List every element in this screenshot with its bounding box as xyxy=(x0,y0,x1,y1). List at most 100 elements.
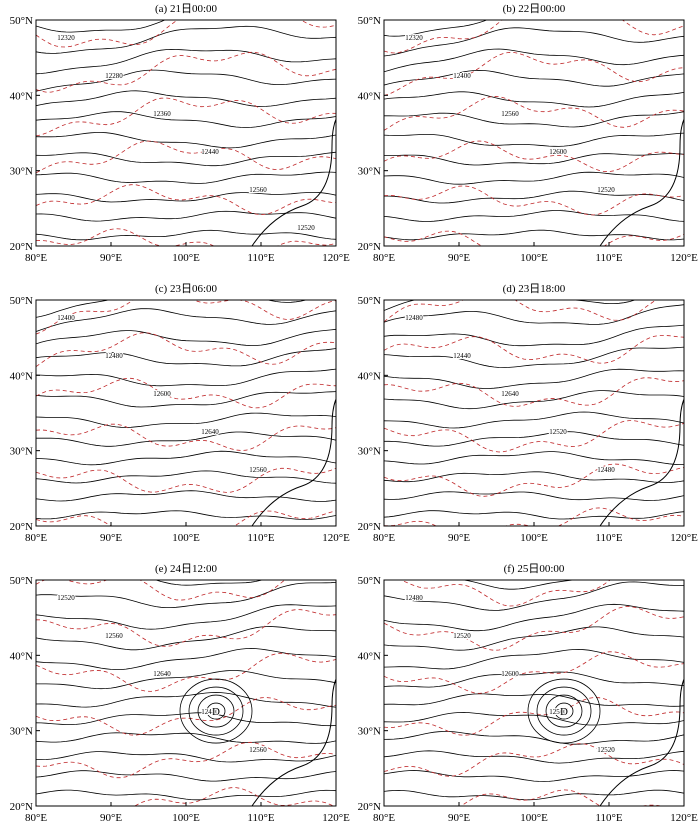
x-tick-label: 80°E xyxy=(25,252,47,264)
height-contour xyxy=(384,153,684,166)
temperature-contour xyxy=(384,507,684,526)
contour-label: 12520 xyxy=(297,224,315,232)
contour-label: 12320 xyxy=(57,34,75,42)
contour-label: 12480 xyxy=(405,314,423,322)
y-tick-label: 50°N xyxy=(10,15,33,27)
x-tick-label: 100°E xyxy=(520,812,548,824)
contour-label: 12400 xyxy=(57,314,75,322)
panel-title: (e) 24日12:00 xyxy=(155,563,218,575)
x-tick-label: 90°E xyxy=(448,812,470,824)
temperature-contour xyxy=(36,300,336,335)
height-contour xyxy=(384,27,684,57)
x-tick-label: 120°E xyxy=(670,252,698,264)
height-contour xyxy=(36,412,336,428)
height-contour xyxy=(384,304,684,325)
height-contour xyxy=(384,510,684,520)
height-contour xyxy=(384,48,684,73)
temperature-contour xyxy=(384,377,684,407)
y-tick-label: 20°N xyxy=(10,801,33,813)
low-contour xyxy=(179,678,253,744)
x-tick-label: 80°E xyxy=(373,532,395,544)
contour-label: 12560 xyxy=(249,186,267,194)
height-contour xyxy=(384,693,684,707)
x-tick-label: 120°E xyxy=(322,252,350,264)
height-contour xyxy=(384,711,684,726)
x-tick-label: 110°E xyxy=(247,532,274,544)
contour-label: 12560 xyxy=(249,746,267,754)
contour-label: 12600 xyxy=(549,148,567,156)
x-tick-label: 90°E xyxy=(100,812,122,824)
height-contour xyxy=(36,626,336,651)
low-center-label: D xyxy=(212,706,220,718)
height-contour xyxy=(36,210,336,222)
height-contour xyxy=(384,648,684,670)
height-contour xyxy=(384,731,684,745)
temperature-contour xyxy=(384,743,684,777)
contour-label: 12520 xyxy=(597,746,615,754)
height-contour xyxy=(36,692,336,708)
height-contour xyxy=(384,431,684,447)
y-tick-label: 20°N xyxy=(358,521,381,533)
contour-label: 12600 xyxy=(501,670,519,678)
x-tick-label: 110°E xyxy=(247,252,274,264)
contour-label: 12520 xyxy=(57,594,75,602)
height-contour xyxy=(384,69,684,87)
height-contour xyxy=(384,770,684,782)
y-tick-label: 50°N xyxy=(358,15,381,27)
map-area xyxy=(384,580,684,806)
y-tick-label: 40°N xyxy=(358,370,381,382)
y-tick-label: 30°N xyxy=(10,166,33,178)
temperature-contour xyxy=(384,95,684,131)
y-tick-label: 50°N xyxy=(358,575,381,587)
height-contour xyxy=(384,471,684,483)
height-contour xyxy=(36,510,336,520)
contour-label: 12560 xyxy=(501,110,519,118)
height-contour xyxy=(384,324,684,347)
contour-label: 12440 xyxy=(453,352,471,360)
y-tick-label: 30°N xyxy=(10,446,33,458)
height-contour xyxy=(384,111,684,128)
height-contour xyxy=(460,580,577,590)
y-tick-label: 40°N xyxy=(10,650,33,662)
height-contour xyxy=(384,346,684,369)
y-tick-label: 50°N xyxy=(10,295,33,307)
panel-title: (d) 23日18:00 xyxy=(503,283,566,295)
panel-frame xyxy=(35,299,337,527)
temperature-contour xyxy=(384,20,684,54)
contour-label: 12280 xyxy=(105,72,123,80)
temperature-contour xyxy=(36,652,336,692)
temperature-contour xyxy=(36,377,336,409)
contour-label: 12480 xyxy=(597,466,615,474)
height-contour xyxy=(384,451,684,465)
x-tick-label: 80°E xyxy=(25,812,47,824)
x-tick-label: 110°E xyxy=(247,812,274,824)
contour-label: 12520 xyxy=(453,632,471,640)
contour-label: 12480 xyxy=(201,708,219,716)
contour-label: 12560 xyxy=(549,708,567,716)
y-tick-label: 20°N xyxy=(10,521,33,533)
panel-title: (c) 23日06:00 xyxy=(155,283,218,295)
panel-title: (a) 21日00:00 xyxy=(155,3,218,15)
height-contour xyxy=(36,229,336,241)
height-contour xyxy=(36,647,336,670)
height-contour xyxy=(36,770,336,782)
height-contour xyxy=(36,368,336,387)
temperature-contour xyxy=(384,651,684,694)
height-contour xyxy=(384,626,684,651)
coastline xyxy=(599,118,684,246)
x-tick-label: 90°E xyxy=(100,252,122,264)
height-contour xyxy=(36,582,336,608)
height-contour xyxy=(36,580,264,586)
height-contour xyxy=(384,789,684,801)
x-tick-label: 90°E xyxy=(448,252,470,264)
temperature-contour xyxy=(384,185,684,216)
contour-label: 12560 xyxy=(249,466,267,474)
temperature-contour xyxy=(36,423,336,451)
height-contour xyxy=(384,603,684,632)
height-contour xyxy=(36,391,336,408)
y-tick-label: 30°N xyxy=(10,726,33,738)
height-contour xyxy=(36,450,336,466)
panel-title: (f) 25日00:00 xyxy=(504,563,565,575)
height-contour xyxy=(36,789,336,801)
height-contour xyxy=(36,470,336,484)
